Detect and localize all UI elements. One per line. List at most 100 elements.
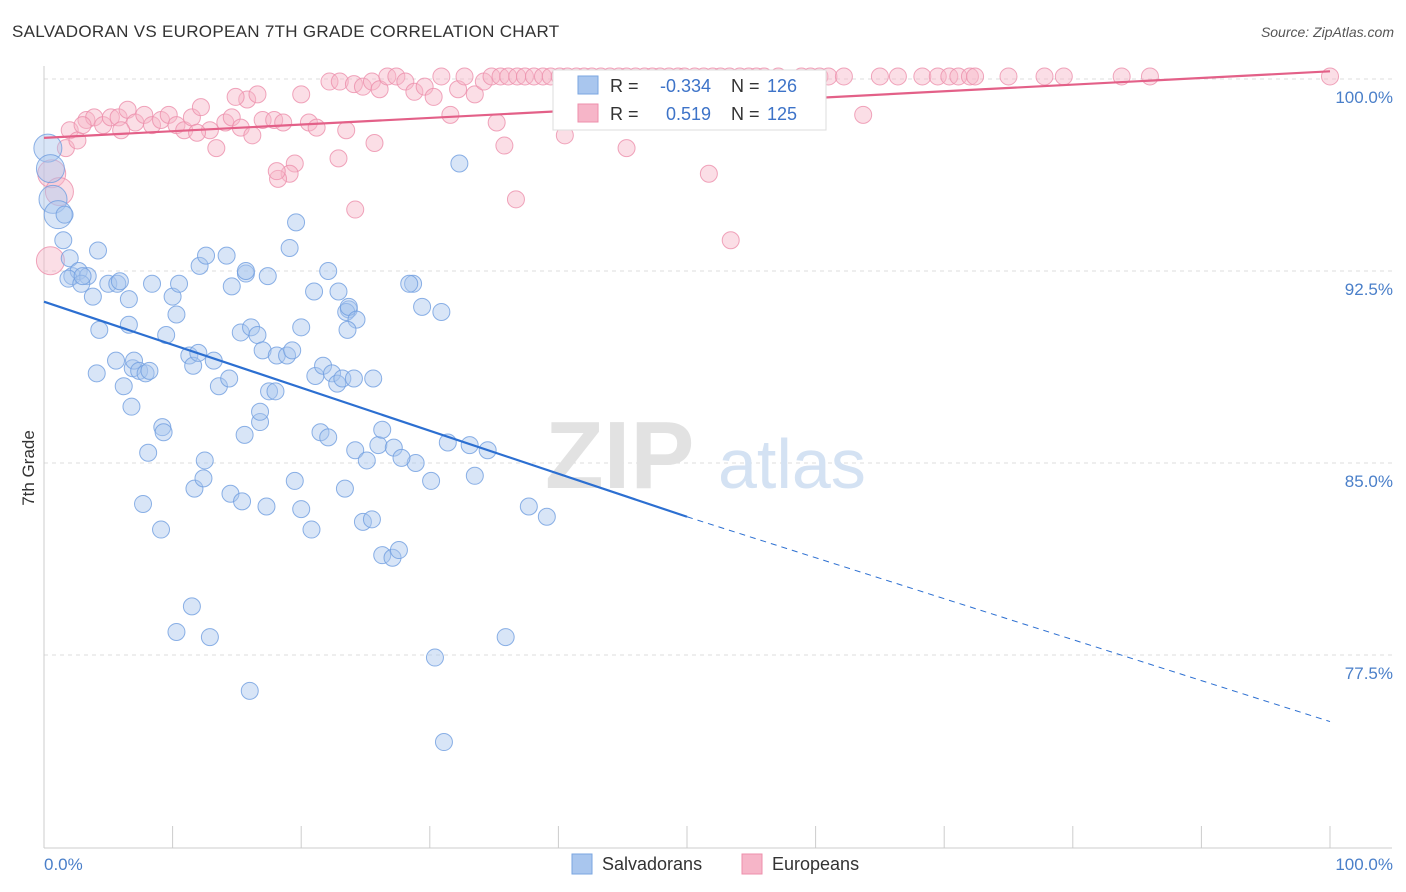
european-point-115 <box>329 149 348 168</box>
salvadoran-point-113 <box>167 622 186 641</box>
pink-n-value: 125 <box>767 104 797 124</box>
salvadoran-point-54 <box>140 361 159 380</box>
salvadoran-point-15 <box>99 274 118 293</box>
european-point-119 <box>506 190 525 209</box>
european-point-50 <box>424 87 443 106</box>
salvadoran-point-75 <box>344 369 363 388</box>
salvadoran-point-76 <box>364 369 383 388</box>
salvadoran-point-3 <box>43 200 73 230</box>
salvadoran-point-36 <box>337 302 356 321</box>
european-point-61 <box>515 67 534 86</box>
european-point-110 <box>1140 67 1159 86</box>
european-point-96 <box>834 67 853 86</box>
salvadoran-point-98 <box>233 492 252 511</box>
salvadoran-point-94 <box>185 479 204 498</box>
salvadoran-point-84 <box>346 441 365 460</box>
salvadoran-point-71 <box>314 356 333 375</box>
salvadoran-point-99 <box>257 497 276 516</box>
pink-n-label: N = <box>731 104 760 124</box>
european-point-114 <box>243 126 262 145</box>
blue-n-label: N = <box>731 76 760 96</box>
salvadoran-point-108 <box>389 541 408 560</box>
salvadoran-point-114 <box>182 597 201 616</box>
european-point-99 <box>888 67 907 86</box>
european-point-106 <box>999 67 1018 86</box>
european-point-117 <box>365 134 384 152</box>
salvadoran-point-12 <box>73 267 92 286</box>
european-point-31 <box>285 154 304 173</box>
european-point-98 <box>870 67 889 86</box>
european-point-22 <box>207 139 226 158</box>
tick-labels: 100.0% 92.5% 85.0% 77.5% 0.0% 100.0% <box>44 88 1393 874</box>
bottom-legend: Salvadorans Europeans <box>571 853 859 875</box>
salvadoran-point-50 <box>125 351 144 370</box>
salvadoran-point-120 <box>373 420 392 439</box>
salvadoran-point-6 <box>60 249 79 268</box>
salvadoran-point-30 <box>280 238 299 257</box>
european-point-48 <box>405 82 424 101</box>
european-point-16 <box>159 105 178 124</box>
european-point-108 <box>1054 67 1073 86</box>
salvadoran-point-39 <box>338 320 357 339</box>
salvadoran-point-29 <box>258 267 277 286</box>
salvadoran-trend-extension <box>686 516 1331 723</box>
salvadoran-point-83 <box>319 428 338 447</box>
salvadoran-point-73 <box>328 374 347 393</box>
european-point-13 <box>135 105 154 124</box>
european-point-1 <box>35 246 65 276</box>
salvadoran-point-42 <box>413 297 432 316</box>
european-point-102 <box>940 67 959 86</box>
european-point-51 <box>432 67 451 86</box>
european-point-5 <box>68 131 87 150</box>
y-tick-label-3: 77.5% <box>1345 664 1393 683</box>
salvadoran-point-45 <box>90 320 109 339</box>
european-point-126 <box>112 121 131 140</box>
salvadoran-point-19 <box>143 274 162 293</box>
pink-swatch <box>577 103 599 123</box>
salvadoran-point-116 <box>240 681 259 700</box>
european-point-104 <box>960 67 979 86</box>
salvadoran-point-109 <box>519 497 538 516</box>
european-point-37 <box>307 118 326 137</box>
salvadoran-point-121 <box>392 448 411 467</box>
salvadoran-point-91 <box>139 443 158 462</box>
chart-title: SALVADORAN VS EUROPEAN 7TH GRADE CORRELA… <box>12 22 560 41</box>
salvadoran-point-107 <box>383 548 402 567</box>
salvadoran-point-93 <box>154 423 173 442</box>
european-point-55 <box>465 85 484 104</box>
salvadoran-point-115 <box>200 628 219 647</box>
salvadoran-point-28 <box>236 262 255 280</box>
european-point-100 <box>913 67 932 86</box>
salvadoran-point-118 <box>434 733 453 752</box>
salvadoran-point-90 <box>122 397 141 416</box>
salvadoran-point-86 <box>369 436 388 455</box>
salvadoran-point-32 <box>305 282 324 301</box>
european-point-105 <box>966 67 985 86</box>
european-point-27 <box>248 85 267 104</box>
y-tick-label-1: 92.5% <box>1345 280 1393 299</box>
salvadoran-point-16 <box>108 274 127 293</box>
european-point-122 <box>617 139 636 158</box>
salvadoran-point-72 <box>323 364 342 383</box>
salvadoran-point-106 <box>373 546 392 565</box>
salvadoran-point-44 <box>450 154 469 173</box>
pink-r-value: 0.519 <box>666 104 711 124</box>
european-point-111 <box>1321 67 1339 86</box>
european-point-24 <box>222 108 241 127</box>
trend-lines <box>43 70 1331 723</box>
salvadoran-point-122 <box>422 471 441 490</box>
blue-r-label: R = <box>610 76 639 96</box>
x-tick-label-0: 0.0% <box>44 855 83 874</box>
salvadoran-point-51 <box>114 377 133 396</box>
salvadoran-point-13 <box>83 287 102 306</box>
european-point-34 <box>267 162 286 181</box>
axes <box>43 66 1392 849</box>
salvadoran-point-41 <box>400 274 419 293</box>
salvadoran-point-11 <box>72 274 91 293</box>
salvadoran-point-63 <box>242 318 261 337</box>
salvadoran-point-24 <box>197 246 216 265</box>
salvadoran-point-21 <box>170 274 189 293</box>
blue-r-value: -0.334 <box>660 76 711 96</box>
european-point-30 <box>274 113 293 132</box>
